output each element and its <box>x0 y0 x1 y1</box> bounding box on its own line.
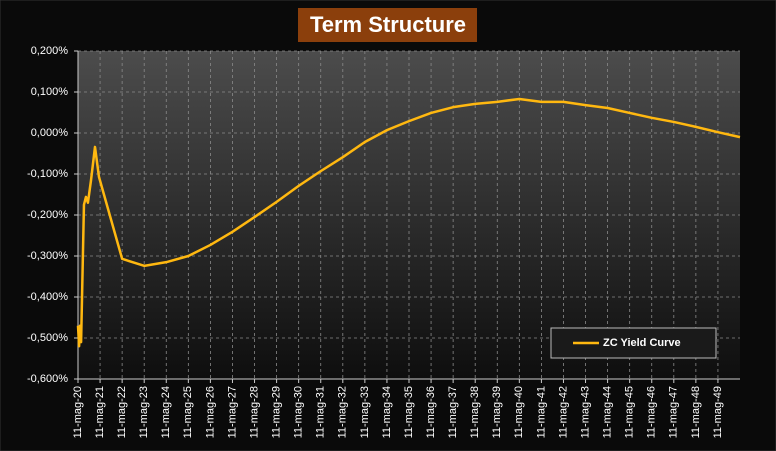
y-tick-label: -0,300% <box>27 250 68 262</box>
y-tick-label: -0,100% <box>27 168 68 180</box>
x-tick-label: 11-mag-36 <box>425 386 437 438</box>
x-tick-label: 11-mag-28 <box>248 386 260 438</box>
y-tick-label: -0,500% <box>27 332 68 344</box>
x-tick-label: 11-mag-44 <box>602 386 614 438</box>
x-tick-label: 11-mag-38 <box>469 386 481 438</box>
y-tick-label: 0,100% <box>31 86 69 98</box>
x-tick-label: 11-mag-34 <box>381 386 393 438</box>
y-tick-label: 0,000% <box>31 127 69 139</box>
x-tick-label: 11-mag-31 <box>315 386 327 438</box>
x-tick-label: 11-mag-21 <box>94 386 106 438</box>
y-tick-label: 0,200% <box>31 45 69 57</box>
x-tick-label: 11-mag-27 <box>226 386 238 438</box>
x-tick-label: 11-mag-22 <box>116 386 128 438</box>
x-tick-label: 11-mag-20 <box>72 386 84 438</box>
x-tick-label: 11-mag-41 <box>535 386 547 438</box>
x-tick-label: 11-mag-23 <box>138 386 150 438</box>
x-tick-label: 11-mag-40 <box>513 386 525 438</box>
x-tick-label: 11-mag-32 <box>337 386 349 438</box>
x-tick-label: 11-mag-37 <box>447 386 459 438</box>
x-tick-label: 11-mag-49 <box>712 386 724 438</box>
y-tick-label: -0,200% <box>27 209 68 221</box>
x-tick-label: 11-mag-29 <box>271 386 283 438</box>
chart-title: Term Structure <box>310 12 466 37</box>
x-tick-label: 11-mag-24 <box>160 386 172 438</box>
x-tick-label: 11-mag-42 <box>557 386 569 438</box>
x-tick-label: 11-mag-25 <box>182 386 194 438</box>
y-tick-label: -0,600% <box>27 373 68 385</box>
x-tick-label: 11-mag-47 <box>668 386 680 438</box>
y-tick-label: -0,400% <box>27 291 68 303</box>
x-tick-label: 11-mag-48 <box>690 386 702 438</box>
x-tick-label: 11-mag-35 <box>403 386 415 438</box>
title-box <box>298 8 477 42</box>
x-tick-label: 11-mag-39 <box>491 386 503 438</box>
x-tick-label: 11-mag-33 <box>359 386 371 438</box>
x-tick-label: 11-mag-46 <box>646 386 658 438</box>
x-tick-label: 11-mag-45 <box>624 386 636 438</box>
data-line <box>76 97 741 348</box>
x-tick-label: 11-mag-43 <box>579 386 591 438</box>
legend-label: ZC Yield Curve <box>603 337 681 349</box>
x-tick-label: 11-mag-30 <box>293 386 305 438</box>
x-tick-label: 11-mag-26 <box>204 386 216 438</box>
